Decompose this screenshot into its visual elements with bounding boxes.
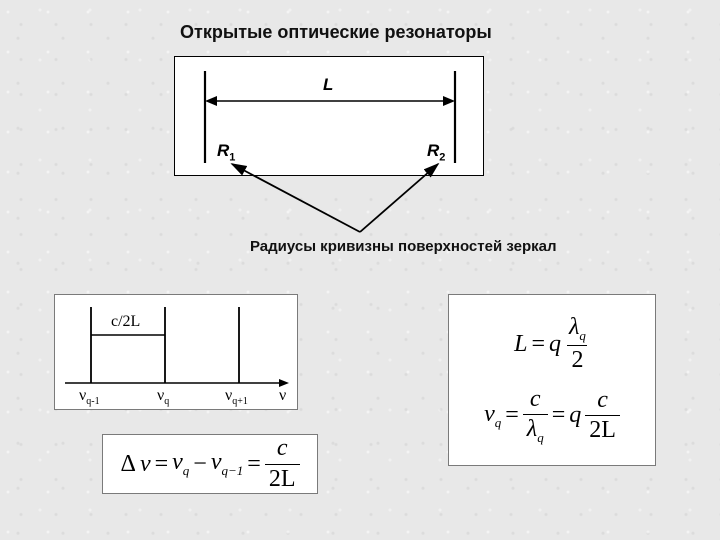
- axis-nu-label: ν: [279, 387, 286, 405]
- delta-nu-formula: Δν = νq − νq−1 = c 2L: [102, 434, 318, 494]
- tick-q+1: νq+1: [225, 387, 248, 407]
- page-title: Открытые оптические резонаторы: [180, 22, 492, 43]
- tick-q-1: νq-1: [79, 387, 100, 407]
- length-label: L: [323, 75, 333, 95]
- formula-nu: νq = c λq = q c 2L: [484, 387, 620, 445]
- mirrors-caption: Радиусы кривизны поверхностей зеркал: [250, 238, 557, 255]
- spectrum-diagram: c/2L νq-1 νq νq+1 ν: [54, 294, 298, 410]
- resonator-diagram: L R1 R2: [174, 56, 484, 176]
- formulas-box: L = q λq 2 νq = c λq = q c 2L: [448, 294, 656, 466]
- r2-label: R2: [427, 141, 445, 163]
- spacing-label: c/2L: [111, 313, 140, 331]
- formula-L: L = q λq 2: [514, 315, 590, 373]
- tick-q: νq: [157, 387, 169, 407]
- r1-label: R1: [217, 141, 235, 163]
